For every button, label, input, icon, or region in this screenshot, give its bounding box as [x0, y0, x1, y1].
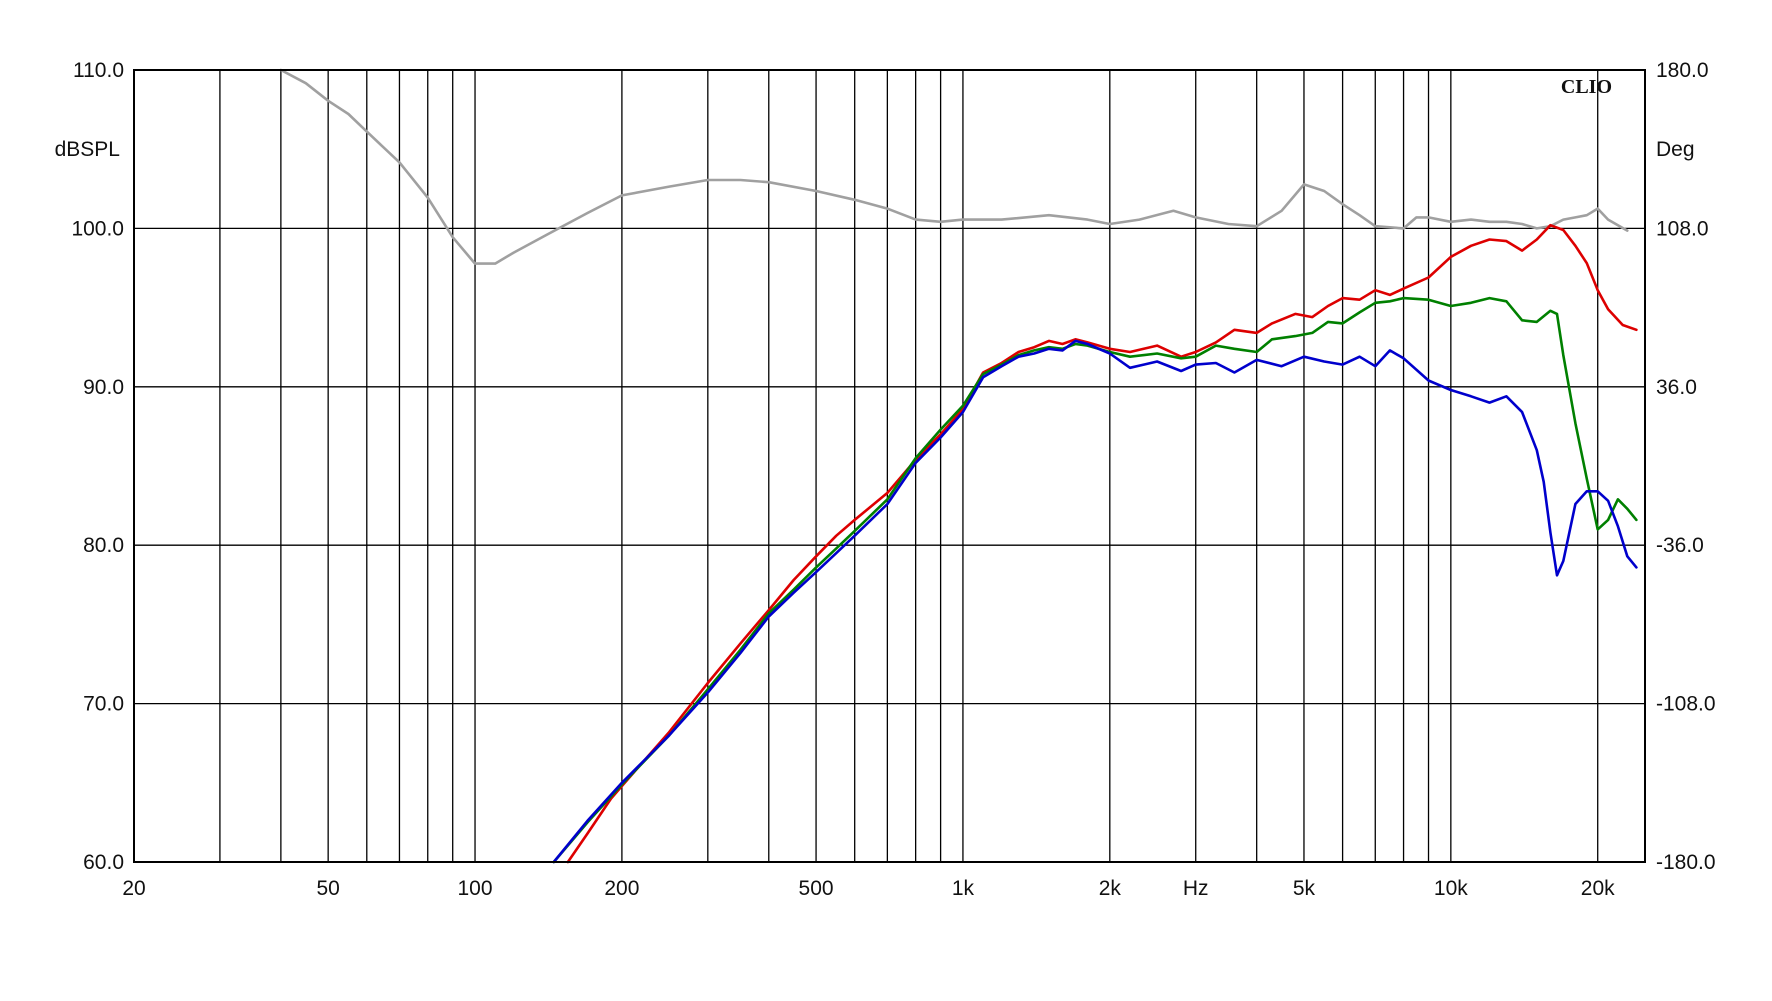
right-axis-label: Deg	[1656, 138, 1695, 161]
left-axis-tick-labels: 60.0 70.0 80.0 90.0 100.0 110.0	[71, 59, 124, 874]
left-tick-label: 100.0	[71, 217, 124, 240]
left-tick-label: 90.0	[83, 376, 124, 399]
x-tick-label: 20	[122, 877, 145, 900]
x-tick-label: 20k	[1581, 877, 1615, 900]
left-tick-label: 60.0	[83, 851, 124, 874]
x-tick-label: 5k	[1293, 877, 1316, 900]
x-tick-label: 200	[604, 877, 639, 900]
left-tick-label: 80.0	[83, 534, 124, 557]
x-tick-label: 1k	[952, 877, 975, 900]
x-axis-tick-labels: 20 50 100 200 500 1k 2k 5k 10k 20k	[122, 877, 1615, 900]
right-tick-label: -180.0	[1656, 851, 1716, 874]
x-tick-label: 100	[458, 877, 493, 900]
series-line-1	[279, 68, 1629, 265]
vertical-grid	[219, 70, 1599, 862]
series-line-4	[552, 339, 1638, 864]
horizontal-grid	[134, 227, 1645, 705]
right-tick-label: 108.0	[1656, 217, 1709, 240]
right-axis-tick-labels: -180.0 -108.0 -36.0 36.0 108.0 180.0	[1656, 59, 1716, 874]
x-tick-label: 500	[799, 877, 834, 900]
x-axis-unit-label: Hz	[1183, 877, 1209, 900]
plot-frame	[133, 69, 1646, 863]
x-tick-label: 50	[316, 877, 339, 900]
series-line-2	[566, 223, 1638, 864]
right-tick-label: -36.0	[1656, 534, 1704, 557]
x-tick-label: 2k	[1099, 877, 1122, 900]
right-tick-label: 36.0	[1656, 376, 1697, 399]
brand-logo-text: CLIO	[1561, 76, 1612, 98]
x-tick-label: 10k	[1434, 877, 1468, 900]
series-layer	[279, 68, 1638, 864]
left-tick-label: 70.0	[83, 693, 124, 716]
left-axis-label: dBSPL	[55, 138, 120, 161]
series-line-3	[552, 296, 1638, 864]
left-tick-label: 110.0	[73, 59, 124, 82]
right-tick-label: -108.0	[1656, 693, 1716, 716]
right-tick-label: 180.0	[1656, 59, 1709, 82]
